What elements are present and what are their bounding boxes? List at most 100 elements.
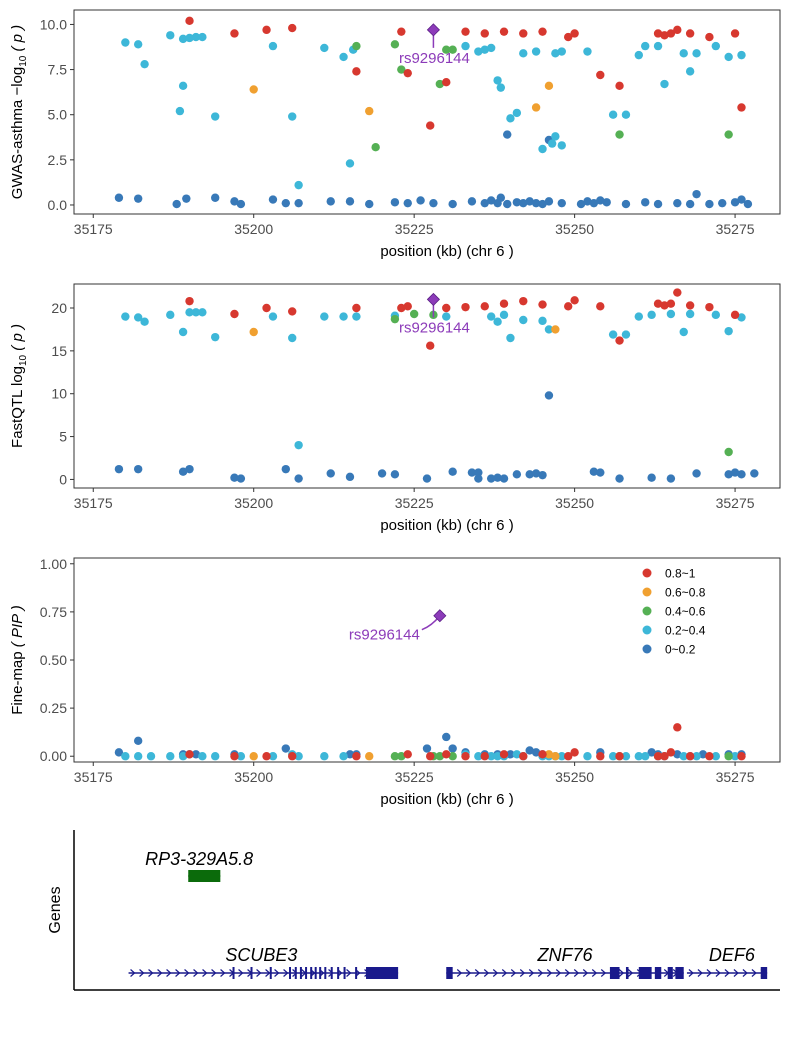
data-point	[634, 312, 643, 321]
data-point	[538, 144, 547, 154]
strand-arrow	[139, 969, 145, 977]
strand-arrow	[130, 969, 136, 977]
strand-arrow	[238, 969, 244, 977]
strand-arrow	[618, 969, 625, 977]
data-point	[503, 130, 512, 139]
data-point	[486, 312, 496, 321]
data-point	[724, 447, 733, 457]
data-point	[538, 316, 547, 326]
y-tick-label: 0.75	[40, 604, 67, 620]
y-axis-label: Fine-map ( PIP )	[9, 605, 26, 714]
data-point	[403, 68, 412, 78]
strand-arrow	[474, 969, 481, 977]
data-point	[621, 199, 631, 209]
x-tick-label: 35200	[234, 769, 273, 785]
data-point	[493, 198, 502, 208]
data-point	[121, 38, 130, 47]
data-point	[114, 193, 124, 202]
data-point	[345, 472, 355, 482]
data-point	[538, 470, 547, 480]
data-point	[666, 748, 676, 757]
data-point	[531, 748, 541, 757]
data-point	[486, 474, 496, 483]
data-point	[679, 327, 688, 337]
data-point	[608, 330, 618, 339]
y-tick-label: 10.0	[40, 16, 67, 32]
data-points	[114, 723, 746, 761]
data-point	[422, 744, 432, 753]
strand-arrow	[706, 969, 712, 977]
y-tick-label: 20	[51, 300, 67, 316]
data-point	[673, 723, 682, 732]
x-axis-label: position (kb) (chr 6 )	[380, 243, 513, 260]
data-point	[365, 106, 374, 116]
data-point	[390, 314, 400, 324]
strand-arrow	[697, 969, 703, 977]
data-point	[641, 41, 650, 51]
data-point	[615, 130, 624, 139]
data-point	[679, 752, 688, 761]
data-point	[685, 67, 695, 76]
data-point	[621, 752, 631, 761]
data-point	[294, 474, 303, 483]
data-point	[615, 81, 624, 91]
data-point	[653, 299, 663, 308]
data-point	[692, 49, 701, 58]
data-point	[718, 198, 727, 208]
data-point	[320, 752, 329, 761]
strand-arrow	[724, 969, 730, 977]
data-point	[525, 470, 534, 479]
data-point	[403, 750, 412, 759]
data-point	[493, 76, 502, 85]
gene-exon	[337, 967, 340, 979]
data-point	[589, 467, 599, 476]
data-point	[692, 752, 701, 761]
data-point	[493, 752, 502, 761]
strand-arrow	[573, 969, 580, 977]
data-point	[249, 752, 258, 761]
y-tick-label: 7.5	[48, 62, 68, 78]
fastqtl-panel: 0 5 10 15 20 35175 35200 35225 35250 35275 positio…	[9, 283, 781, 534]
data-points	[114, 288, 759, 483]
y-axis-label-main: GWAS-asthma −log	[9, 67, 26, 199]
data-point	[185, 16, 194, 26]
data-point	[564, 752, 573, 761]
data-point	[442, 78, 451, 87]
data-point	[551, 325, 560, 334]
gene-scube3: SCUBE3	[128, 945, 399, 979]
legend-swatch	[642, 625, 652, 635]
data-point	[480, 752, 489, 761]
y-axis-label-sub: 10	[18, 55, 29, 67]
data-point	[249, 327, 258, 337]
data-point	[191, 32, 201, 42]
data-point	[544, 81, 554, 91]
data-point	[268, 195, 278, 204]
data-point	[673, 198, 682, 208]
legend-swatch	[642, 644, 652, 654]
gene-exon	[760, 967, 768, 979]
data-point	[519, 752, 528, 761]
gene-exon	[343, 967, 346, 979]
data-point	[442, 732, 451, 742]
data-point	[422, 474, 432, 483]
data-point	[538, 300, 547, 309]
data-point	[185, 308, 194, 317]
data-point	[326, 469, 335, 478]
data-point	[236, 199, 246, 209]
gene-znf76: ZNF76	[446, 945, 684, 979]
data-point	[660, 31, 669, 40]
data-point	[506, 750, 515, 759]
gene-exon	[609, 967, 620, 979]
gene-exon	[638, 967, 652, 979]
y-axis-label: GWAS-asthma −log10 ( p )	[9, 25, 29, 199]
data-point	[211, 752, 220, 761]
data-point	[493, 473, 502, 482]
y-tick-label: 0.0	[48, 197, 68, 213]
data-point	[230, 29, 239, 38]
data-point	[442, 312, 451, 321]
data-point	[448, 467, 457, 476]
data-point	[737, 103, 746, 112]
gene-exon	[310, 967, 313, 979]
data-point	[448, 45, 457, 54]
data-point	[641, 198, 650, 207]
